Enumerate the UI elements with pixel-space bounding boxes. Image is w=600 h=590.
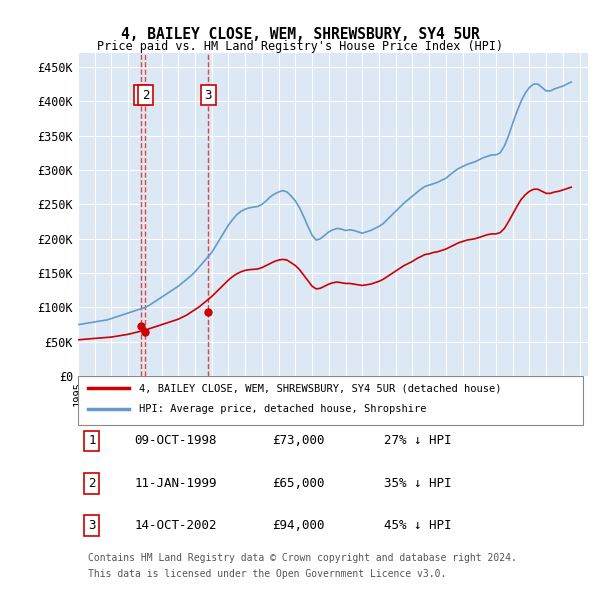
Text: 2: 2	[88, 477, 96, 490]
Text: 45% ↓ HPI: 45% ↓ HPI	[384, 519, 452, 532]
Text: This data is licensed under the Open Government Licence v3.0.: This data is licensed under the Open Gov…	[88, 569, 446, 579]
Text: Contains HM Land Registry data © Crown copyright and database right 2024.: Contains HM Land Registry data © Crown c…	[88, 553, 517, 563]
Text: 3: 3	[88, 519, 96, 532]
Text: 1: 1	[88, 434, 96, 447]
Text: Price paid vs. HM Land Registry's House Price Index (HPI): Price paid vs. HM Land Registry's House …	[97, 40, 503, 53]
Text: 2: 2	[142, 88, 149, 101]
Text: 11-JAN-1999: 11-JAN-1999	[134, 477, 217, 490]
Text: 3: 3	[205, 88, 212, 101]
Text: HPI: Average price, detached house, Shropshire: HPI: Average price, detached house, Shro…	[139, 404, 427, 414]
Text: 4, BAILEY CLOSE, WEM, SHREWSBURY, SY4 5UR (detached house): 4, BAILEY CLOSE, WEM, SHREWSBURY, SY4 5U…	[139, 384, 502, 394]
Text: £73,000: £73,000	[272, 434, 325, 447]
Text: 35% ↓ HPI: 35% ↓ HPI	[384, 477, 452, 490]
Text: 1: 1	[137, 88, 145, 101]
Text: 27% ↓ HPI: 27% ↓ HPI	[384, 434, 452, 447]
Text: 09-OCT-1998: 09-OCT-1998	[134, 434, 217, 447]
Text: 4, BAILEY CLOSE, WEM, SHREWSBURY, SY4 5UR: 4, BAILEY CLOSE, WEM, SHREWSBURY, SY4 5U…	[121, 27, 479, 41]
Text: £94,000: £94,000	[272, 519, 325, 532]
Text: 14-OCT-2002: 14-OCT-2002	[134, 519, 217, 532]
Text: £65,000: £65,000	[272, 477, 325, 490]
FancyBboxPatch shape	[78, 376, 583, 425]
